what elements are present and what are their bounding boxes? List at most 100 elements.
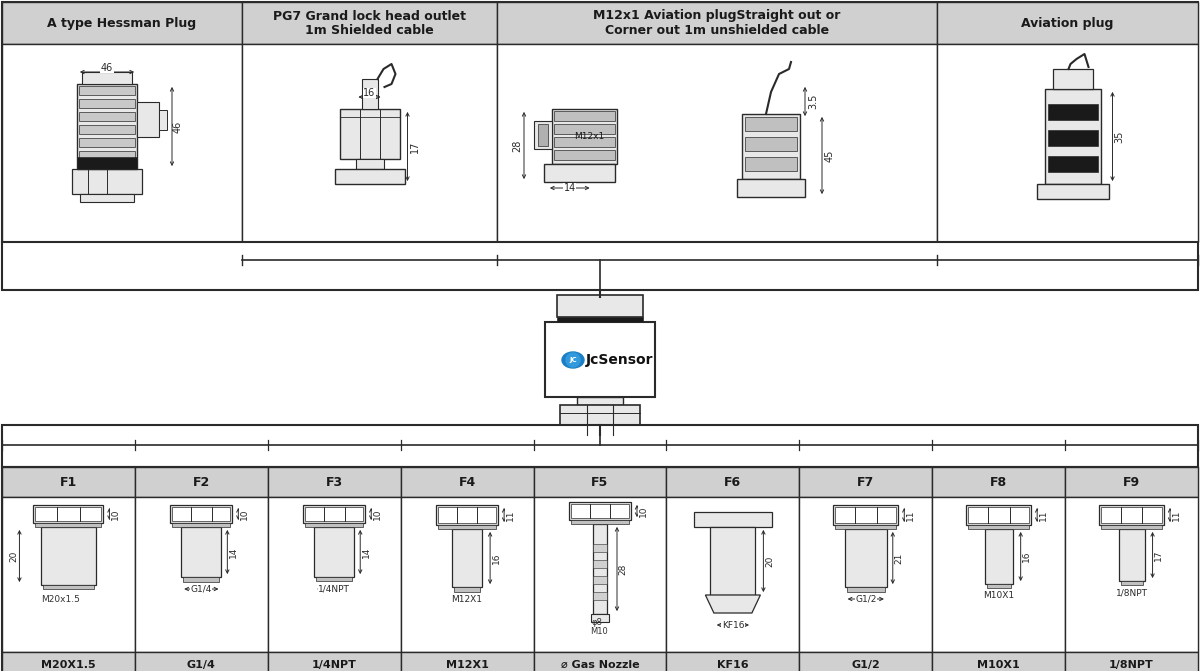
Text: 16: 16 bbox=[364, 88, 376, 98]
Bar bbox=[557, 317, 643, 322]
Bar bbox=[554, 137, 616, 147]
Bar bbox=[968, 507, 1030, 523]
Bar bbox=[79, 138, 134, 147]
Bar bbox=[79, 151, 134, 160]
Bar bbox=[79, 112, 134, 121]
Text: 1/4NPT: 1/4NPT bbox=[312, 660, 356, 670]
Bar bbox=[799, 467, 932, 497]
Bar bbox=[745, 117, 797, 131]
Bar bbox=[932, 497, 1066, 652]
Bar bbox=[438, 507, 496, 523]
Bar bbox=[314, 527, 354, 577]
Bar bbox=[1048, 104, 1098, 120]
Bar bbox=[268, 652, 401, 671]
Text: F6: F6 bbox=[725, 476, 742, 488]
Bar bbox=[242, 44, 497, 242]
Text: M20x1.5: M20x1.5 bbox=[41, 595, 80, 605]
Bar bbox=[452, 529, 482, 587]
Text: G1/4: G1/4 bbox=[187, 660, 216, 670]
Bar bbox=[1052, 69, 1092, 89]
Text: F1: F1 bbox=[60, 476, 77, 488]
Bar bbox=[1066, 497, 1198, 652]
Bar bbox=[710, 527, 755, 595]
Text: 11: 11 bbox=[1039, 509, 1048, 521]
Text: 28: 28 bbox=[618, 564, 628, 574]
Text: 10: 10 bbox=[110, 508, 120, 520]
Bar bbox=[694, 512, 772, 527]
Bar bbox=[2, 467, 1198, 671]
Bar bbox=[932, 467, 1066, 497]
Bar bbox=[1066, 467, 1198, 497]
Bar bbox=[2, 2, 1198, 242]
Bar bbox=[305, 507, 364, 521]
Text: JucSensor: JucSensor bbox=[115, 132, 204, 178]
Bar bbox=[571, 504, 629, 518]
Bar bbox=[170, 505, 233, 523]
Bar bbox=[666, 652, 799, 671]
Bar bbox=[268, 467, 401, 497]
Text: M12X1: M12X1 bbox=[451, 595, 482, 603]
Bar bbox=[361, 79, 378, 109]
Bar bbox=[173, 507, 230, 521]
Bar bbox=[184, 577, 220, 582]
Bar bbox=[577, 397, 623, 405]
Bar bbox=[134, 652, 268, 671]
Text: φ8: φ8 bbox=[592, 618, 602, 627]
Text: 17: 17 bbox=[409, 140, 420, 153]
Bar bbox=[593, 544, 607, 552]
Bar bbox=[833, 505, 899, 525]
Bar bbox=[134, 467, 268, 497]
Bar bbox=[666, 497, 799, 652]
Bar bbox=[401, 497, 534, 652]
Text: 16: 16 bbox=[1022, 551, 1031, 562]
Bar bbox=[2, 44, 242, 242]
Bar bbox=[1102, 525, 1162, 529]
Text: M10: M10 bbox=[590, 627, 608, 636]
Circle shape bbox=[566, 353, 580, 367]
Text: JcSensor: JcSensor bbox=[587, 353, 654, 367]
Bar bbox=[557, 295, 643, 317]
Bar bbox=[966, 505, 1031, 525]
Text: 46: 46 bbox=[101, 63, 113, 73]
Bar bbox=[340, 109, 400, 159]
Bar bbox=[534, 121, 552, 149]
Text: M12X1: M12X1 bbox=[445, 660, 488, 670]
Text: 16: 16 bbox=[492, 552, 500, 564]
Bar bbox=[554, 111, 616, 121]
Text: 11: 11 bbox=[906, 509, 914, 521]
Bar bbox=[355, 159, 384, 169]
Text: 1/4NPT: 1/4NPT bbox=[318, 584, 350, 594]
Bar bbox=[335, 169, 404, 184]
Bar bbox=[985, 529, 1013, 584]
Bar bbox=[34, 505, 103, 523]
Bar bbox=[401, 652, 534, 671]
Text: 20: 20 bbox=[8, 550, 18, 562]
Bar bbox=[2, 242, 1198, 290]
Bar bbox=[436, 505, 498, 525]
Bar bbox=[1048, 156, 1098, 172]
Bar bbox=[593, 524, 607, 614]
Text: 1/8NPT: 1/8NPT bbox=[1109, 660, 1154, 670]
Bar bbox=[799, 497, 932, 652]
Bar bbox=[592, 614, 610, 622]
Text: F8: F8 bbox=[990, 476, 1007, 488]
Bar bbox=[968, 525, 1030, 529]
Bar bbox=[544, 164, 616, 182]
Bar bbox=[1048, 130, 1098, 146]
Bar bbox=[1118, 529, 1145, 581]
Text: 46: 46 bbox=[173, 120, 182, 133]
Bar bbox=[737, 179, 805, 197]
Bar bbox=[497, 2, 937, 44]
Text: 10: 10 bbox=[240, 508, 248, 520]
Bar bbox=[742, 114, 800, 179]
Bar bbox=[554, 150, 616, 160]
Text: M12x1 Aviation plugStraight out or: M12x1 Aviation plugStraight out or bbox=[593, 9, 841, 23]
Bar bbox=[538, 124, 548, 146]
Ellipse shape bbox=[562, 352, 584, 368]
Bar bbox=[80, 194, 134, 202]
Bar bbox=[36, 523, 102, 527]
Bar bbox=[304, 505, 365, 523]
Text: JucSensor: JucSensor bbox=[456, 507, 545, 554]
Text: 14: 14 bbox=[361, 546, 371, 558]
Text: M10X1: M10X1 bbox=[983, 592, 1014, 601]
